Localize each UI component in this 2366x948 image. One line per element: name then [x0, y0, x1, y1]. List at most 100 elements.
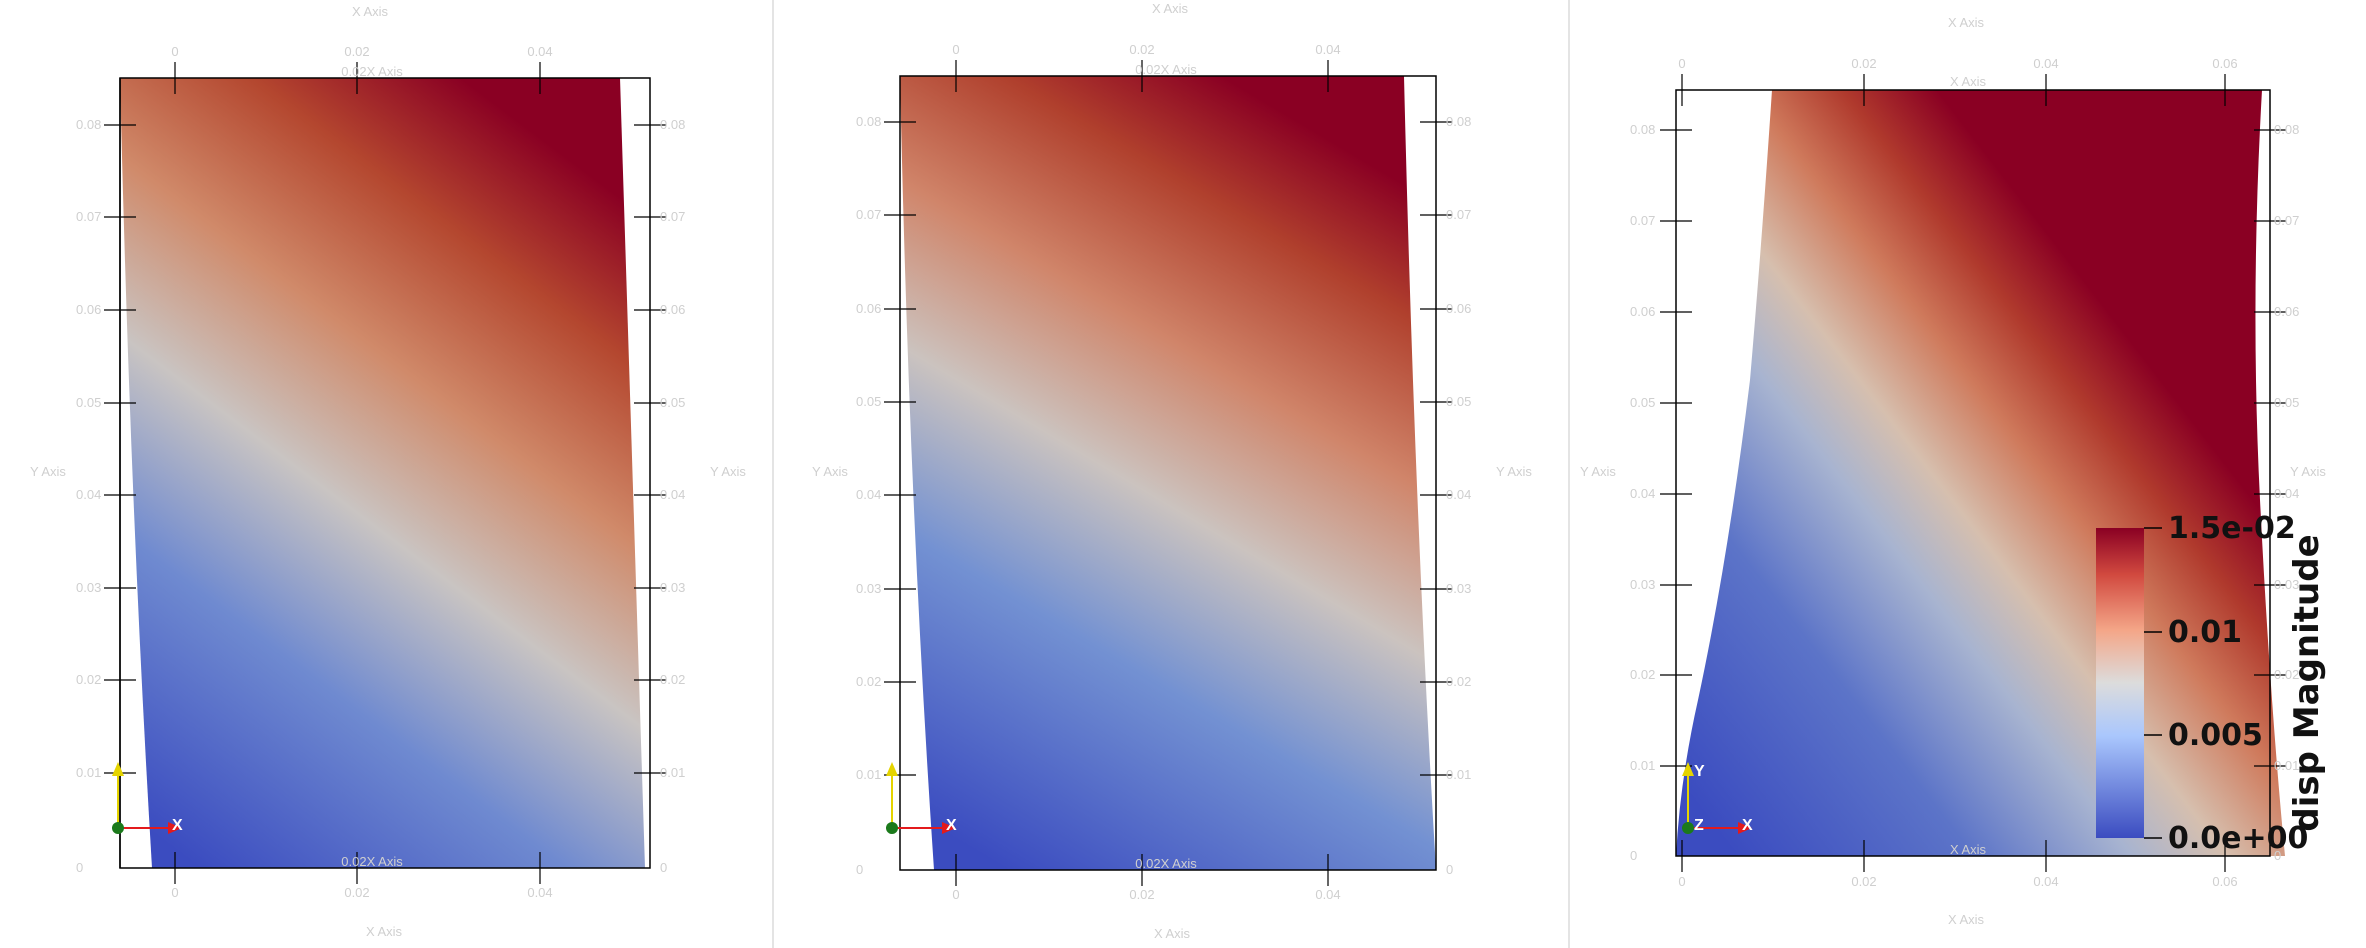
view-2-canvas: X Axis 0.02X Axis 0.02X Axis X Axis Y Ax…: [812, 1, 1532, 941]
y-tick-label: 0.05: [660, 395, 685, 410]
y-tick-label: 0.06: [1446, 301, 1471, 316]
triad-x-arrow: [942, 822, 956, 834]
y-tick-label: 0.04: [2274, 486, 2299, 501]
y-tick-label: 0.01: [1446, 767, 1471, 782]
y-tick-label: 0.05: [2274, 395, 2299, 410]
view-3-canvas: X Axis X Axis X Axis X Axis Y Axis Y Axi…: [1580, 15, 2327, 927]
colorbar-label: 0.01: [2168, 615, 2242, 650]
x-tick-label: 0.06: [2212, 56, 2237, 71]
y-tick-label: 0.03: [76, 580, 101, 595]
triad-x-arrow: [1738, 822, 1752, 834]
orientation-axes: X: [112, 762, 183, 834]
color-legend[interactable]: 1.5e-02 0.01 0.005 0.0e+00 disp Magnitud…: [2096, 511, 2327, 856]
x-axis-title-top: X Axis: [352, 4, 389, 19]
y-axis-title-right: Y Axis: [1496, 464, 1532, 479]
triad-y-arrow: [112, 762, 124, 776]
y-axis-title-left: Y Axis: [812, 464, 848, 479]
y-tick-label: 0.08: [1446, 114, 1471, 129]
y-tick-label: 0.03: [1446, 581, 1471, 596]
x-tick-label: 0.04: [1315, 887, 1340, 902]
orientation-axes: X: [886, 762, 957, 834]
x-axis-title-top: X Axis: [1948, 15, 1985, 30]
y-tick-labels: 0 0.01 0.02 0.03 0.04 0.05 0.06 0.07 0.0…: [1630, 122, 2299, 863]
mesh-surface: [900, 76, 1436, 870]
x-axis-title-inner-bottom: 0.02X Axis: [1135, 856, 1197, 871]
y-tick-label: 0.04: [856, 487, 881, 502]
x-tick-label: 0.04: [527, 44, 552, 59]
y-tick-label: 0.07: [2274, 213, 2299, 228]
x-axis-title-inner-top: 0.02X Axis: [341, 64, 403, 79]
y-tick-label: 0.05: [856, 394, 881, 409]
y-tick-label: 0: [1630, 848, 1637, 863]
mesh-surface: [120, 78, 645, 868]
x-tick-labels: 0 0.02 0.04 0.06 0 0.02 0.04 0.06: [1678, 56, 2237, 889]
y-tick-label: 0.08: [2274, 122, 2299, 137]
x-axis-title-inner-bottom: X Axis: [1950, 842, 1987, 857]
x-tick-label: 0: [952, 887, 959, 902]
y-tick-label: 0.03: [1630, 577, 1655, 592]
x-tick-label: 0.02: [344, 44, 369, 59]
x-axis-title-bottom: X Axis: [1948, 912, 1985, 927]
y-tick-label: 0.06: [76, 302, 101, 317]
triad-origin: [1682, 822, 1694, 834]
y-tick-label: 0.03: [856, 581, 881, 596]
y-tick-label: 0.06: [856, 301, 881, 316]
y-tick-label: 0.03: [660, 580, 685, 595]
render-view-2[interactable]: X Axis 0.02X Axis 0.02X Axis X Axis Y Ax…: [774, 0, 1568, 948]
y-tick-label: 0.08: [856, 114, 881, 129]
y-tick-label: 0.07: [76, 209, 101, 224]
render-view-3[interactable]: X Axis X Axis X Axis X Axis Y Axis Y Axi…: [1570, 0, 2366, 948]
x-axis-title-inner-top: 0.02X Axis: [1135, 62, 1197, 77]
y-tick-label: 0.02: [660, 672, 685, 687]
triad-y-arrow: [1682, 762, 1694, 776]
render-view-1[interactable]: X Axis 0.02X Axis 0.02X Axis X Axis Y Ax…: [0, 0, 772, 948]
x-tick-label: 0.02: [344, 885, 369, 900]
x-axis-title-bottom: X Axis: [1154, 926, 1191, 941]
y-tick-label: 0.05: [1446, 394, 1471, 409]
x-tick-label: 0.02: [1851, 874, 1876, 889]
y-tick-label: 0.01: [856, 767, 881, 782]
y-tick-labels: 0 0.01 0.02 0.03 0.04 0.05 0.06 0.07 0.0…: [76, 117, 685, 875]
y-tick-label: 0.05: [76, 395, 101, 410]
y-tick-label: 0: [76, 860, 83, 875]
triad-x-label: X: [172, 817, 183, 834]
triad-x-arrow: [168, 822, 182, 834]
x-tick-label: 0.04: [1315, 42, 1340, 57]
colorbar-gradient: [2096, 528, 2144, 838]
triad-x-label: X: [946, 817, 957, 834]
y-tick-label: 0.01: [76, 765, 101, 780]
triad-x-label: X: [1742, 817, 1753, 834]
x-tick-label: 0.04: [2033, 56, 2058, 71]
y-tick-label: 0.04: [660, 487, 685, 502]
x-tick-label: 0.02: [1129, 42, 1154, 57]
y-tick-label: 0.08: [76, 117, 101, 132]
x-tick-label: 0.04: [2033, 874, 2058, 889]
y-tick-label: 0.06: [1630, 304, 1655, 319]
colorbar-label: 1.5e-02: [2168, 511, 2296, 546]
orientation-axes: X Y Z: [1682, 762, 1753, 834]
y-tick-label: 0.06: [660, 302, 685, 317]
y-tick-label: 0.04: [76, 487, 101, 502]
triad-origin: [886, 822, 898, 834]
y-tick-label: 0.07: [856, 207, 881, 222]
y-tick-label: 0.08: [660, 117, 685, 132]
x-axis-title-bottom: X Axis: [366, 924, 403, 939]
y-tick-label: 0.02: [76, 672, 101, 687]
triad-z-label: Z: [1694, 817, 1704, 834]
x-tick-labels: 0 0.02 0.04 0 0.02 0.04: [171, 44, 552, 900]
x-tick-label: 0: [1678, 56, 1685, 71]
bounding-frame: [899, 75, 1437, 871]
x-tick-label: 0: [171, 44, 178, 59]
y-tick-label: 0: [1446, 862, 1453, 877]
view-separator[interactable]: [772, 0, 774, 948]
y-tick-label: 0.02: [1630, 667, 1655, 682]
view-separator[interactable]: [1568, 0, 1570, 948]
y-axis-title-right: Y Axis: [2290, 464, 2326, 479]
colorbar-title: disp Magnitude: [2287, 534, 2327, 831]
colorbar-label: 0.005: [2168, 718, 2263, 753]
y-tick-label: 0.05: [1630, 395, 1655, 410]
x-tick-label: 0.02: [1129, 887, 1154, 902]
y-tick-label: 0.01: [660, 765, 685, 780]
y-tick-label: 0.08: [1630, 122, 1655, 137]
view-1-canvas: X Axis 0.02X Axis 0.02X Axis X Axis Y Ax…: [30, 4, 746, 939]
